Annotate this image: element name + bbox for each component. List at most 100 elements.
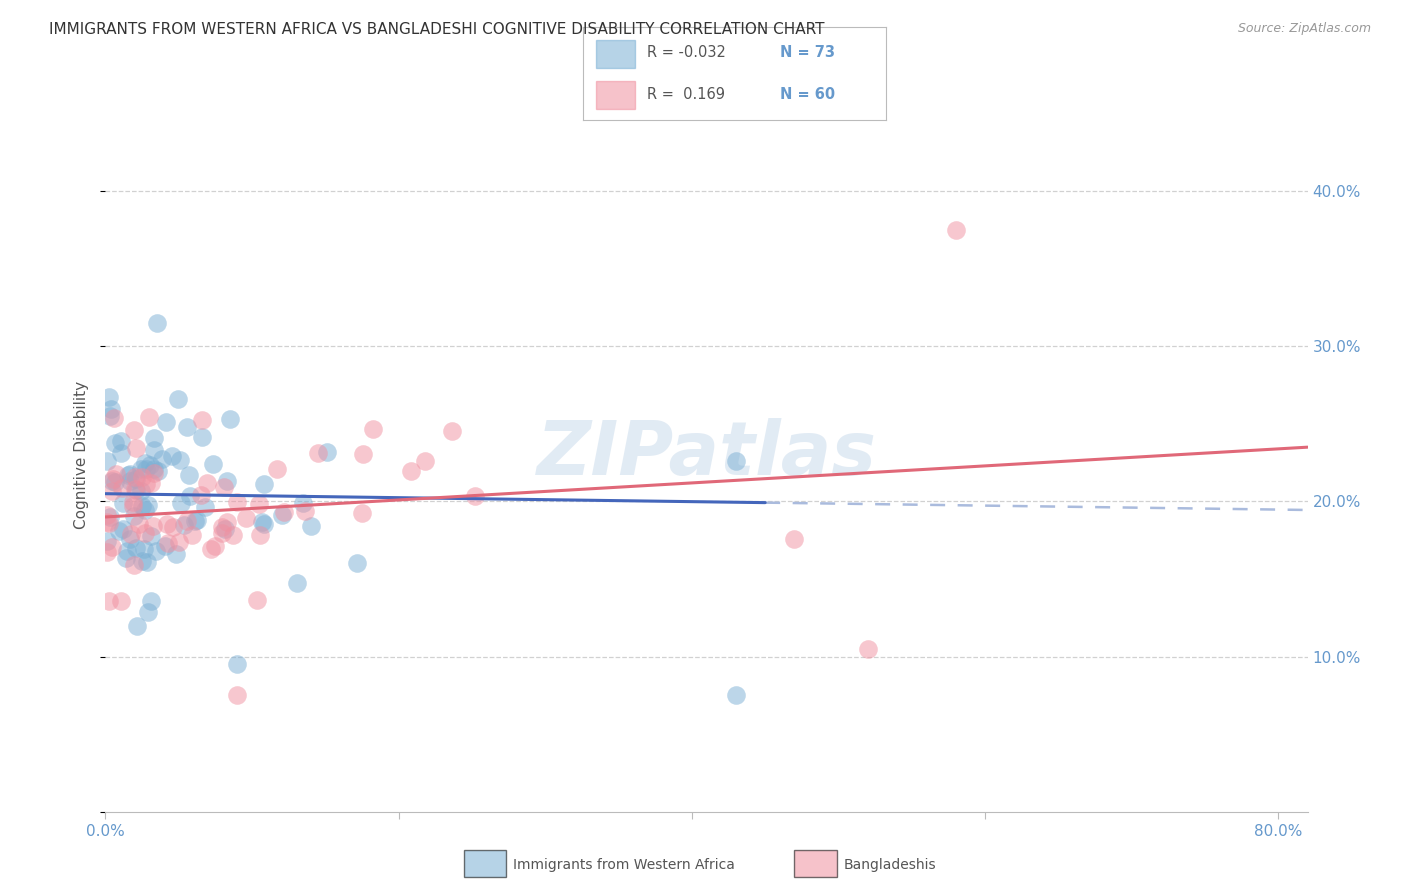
Point: [141, 594, 163, 608]
Point: [294, 504, 316, 518]
Point: [105, 467, 128, 481]
Point: [143, 443, 166, 458]
Point: [96, 545, 118, 559]
Point: [299, 518, 322, 533]
Point: [96, 453, 118, 467]
Text: Source: ZipAtlas.com: Source: ZipAtlas.com: [1237, 22, 1371, 36]
Point: [191, 430, 214, 444]
Point: [100, 402, 122, 417]
Point: [97, 593, 120, 607]
Point: [118, 474, 141, 488]
Point: [225, 495, 247, 509]
Point: [211, 520, 233, 534]
Point: [110, 434, 132, 448]
Point: [136, 555, 159, 569]
Point: [219, 412, 242, 426]
Point: [361, 422, 384, 436]
Point: [197, 476, 219, 491]
Point: [222, 528, 245, 542]
Point: [167, 392, 190, 406]
Point: [129, 461, 152, 475]
Text: Bangladeshis: Bangladeshis: [844, 858, 936, 872]
Point: [191, 413, 214, 427]
Text: IMMIGRANTS FROM WESTERN AFRICA VS BANGLADESHI COGNITIVE DISABILITY CORRELATION C: IMMIGRANTS FROM WESTERN AFRICA VS BANGLA…: [49, 22, 825, 37]
Point: [100, 510, 122, 524]
Point: [292, 496, 315, 510]
Point: [179, 468, 201, 483]
Point: [134, 526, 156, 541]
Point: [724, 689, 747, 703]
Point: [111, 522, 134, 536]
Point: [111, 481, 134, 495]
Point: [138, 409, 160, 424]
Point: [124, 482, 146, 496]
Point: [180, 528, 202, 542]
Point: [125, 441, 148, 455]
Text: R = -0.032: R = -0.032: [647, 45, 725, 61]
Point: [160, 449, 183, 463]
Point: [131, 554, 153, 568]
Point: [150, 452, 173, 467]
Point: [211, 526, 233, 541]
Point: [247, 497, 270, 511]
Point: [98, 516, 121, 530]
Point: [217, 515, 239, 529]
Point: [246, 593, 269, 607]
Point: [179, 490, 201, 504]
Point: [183, 514, 205, 528]
Point: [134, 456, 156, 470]
Point: [162, 520, 184, 534]
Point: [413, 453, 436, 467]
Point: [440, 425, 463, 439]
Point: [253, 516, 276, 531]
Point: [235, 511, 257, 525]
Point: [122, 499, 145, 513]
Point: [464, 490, 486, 504]
Text: N = 60: N = 60: [780, 87, 835, 102]
Point: [157, 535, 180, 549]
Point: [122, 558, 145, 572]
Point: [104, 475, 127, 490]
Point: [135, 476, 157, 491]
Bar: [596, 81, 636, 109]
Point: [249, 528, 271, 542]
Point: [115, 544, 138, 558]
Point: [307, 445, 329, 459]
Point: [134, 503, 156, 517]
Point: [214, 522, 236, 536]
Point: [112, 496, 135, 510]
Point: [120, 467, 142, 481]
Point: [352, 447, 374, 461]
Point: [226, 657, 249, 672]
Point: [176, 514, 198, 528]
Text: ZIPatlas: ZIPatlas: [537, 418, 876, 491]
Point: [156, 517, 179, 532]
Point: [131, 470, 153, 484]
Point: [194, 500, 217, 515]
Point: [214, 480, 236, 494]
Point: [165, 547, 187, 561]
Point: [266, 462, 288, 476]
Point: [155, 416, 177, 430]
Point: [142, 519, 165, 533]
Point: [215, 474, 238, 488]
Point: [96, 533, 118, 548]
Bar: [596, 40, 636, 68]
Point: [139, 458, 162, 472]
Point: [103, 410, 125, 425]
Point: [122, 508, 145, 523]
Point: [125, 541, 148, 555]
Point: [176, 420, 198, 434]
Point: [226, 689, 249, 703]
Point: [124, 483, 146, 497]
Point: [100, 484, 122, 499]
Point: [273, 505, 295, 519]
Point: [783, 532, 806, 546]
Point: [945, 223, 967, 237]
Point: [724, 454, 747, 468]
Point: [101, 540, 124, 554]
Point: [250, 515, 273, 529]
Point: [104, 436, 127, 450]
Point: [271, 508, 294, 523]
Text: N = 73: N = 73: [780, 45, 835, 61]
